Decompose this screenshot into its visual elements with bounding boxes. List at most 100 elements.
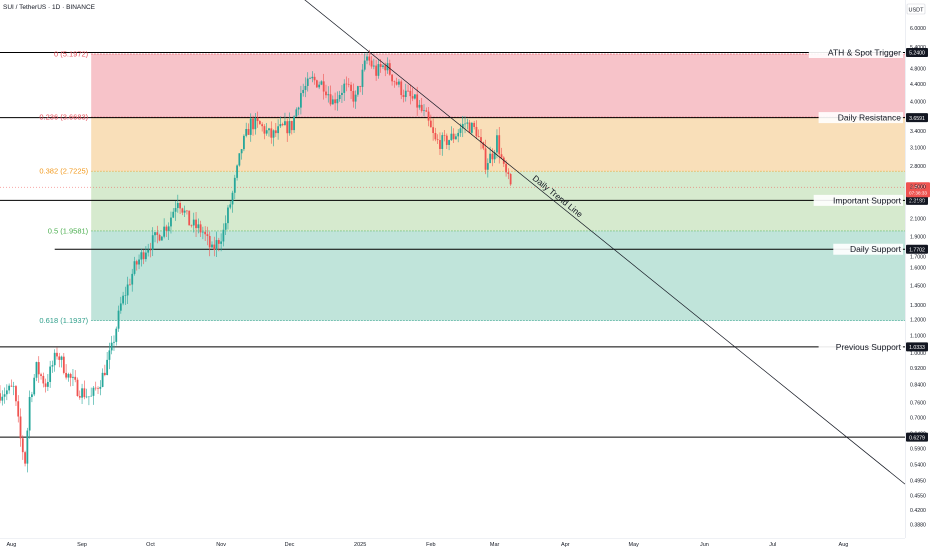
candle-body (500, 154, 503, 158)
candle-body (461, 123, 464, 129)
candle-body (49, 366, 52, 382)
candle-body (466, 122, 469, 124)
candle-body (215, 240, 218, 250)
candle-body (318, 84, 321, 88)
candle-body (325, 91, 327, 96)
candle-body (186, 210, 188, 212)
candle-body (297, 107, 300, 110)
candle-body (19, 416, 22, 439)
candle-body (211, 244, 213, 248)
candle-body (220, 241, 223, 244)
price-tick-label-24: 0.5900 (910, 446, 926, 452)
candle-body (411, 96, 414, 99)
candle-body (338, 94, 341, 100)
currency-label: USDT (909, 8, 925, 14)
candle-body (277, 126, 280, 134)
candle-body (97, 388, 99, 389)
candle-body (122, 295, 124, 304)
candle-body (418, 104, 421, 108)
level-label-bg-4 (818, 341, 903, 353)
price-tick-label-3: 4.4000 (910, 82, 926, 88)
candle-body (300, 93, 302, 108)
horizontal-levels-group (0, 52, 905, 438)
candle-body (436, 139, 439, 141)
time-tick-label-11: Jul (769, 542, 776, 548)
price-tick-label-4: 4.0000 (910, 99, 926, 105)
candle-body (452, 133, 455, 140)
price-tick-label-8: 2.5000 (910, 185, 926, 191)
candle-body (78, 396, 81, 398)
fib-zones-group (91, 53, 905, 321)
candle-body (352, 90, 355, 102)
price-tick-label-16: 1.2000 (910, 318, 926, 324)
candle-body (457, 132, 460, 137)
candle-body (368, 56, 371, 61)
level-price-tag-text-3: 1.7702 (909, 247, 925, 253)
candle-body (407, 90, 409, 92)
level-price-tag-1 (906, 113, 928, 123)
candle-body (5, 390, 8, 395)
current-price-countdown: 07:38:33 (909, 191, 927, 196)
candle-body (429, 120, 432, 128)
candle-body (439, 140, 441, 149)
price-tick-label-9: 2.3000 (910, 200, 926, 206)
candle-body (151, 235, 154, 250)
candle-body (60, 356, 63, 360)
price-tick-label-21: 0.7600 (910, 401, 926, 407)
candle-body (480, 137, 482, 143)
candle-body (432, 127, 435, 133)
candle-body (413, 94, 416, 99)
level-label-1: Daily Resistance (838, 113, 902, 123)
candle-body (423, 110, 425, 111)
candle-body (370, 60, 373, 67)
candle-body (313, 76, 316, 81)
candle-body (99, 386, 102, 389)
candle-body (261, 124, 264, 127)
candle-body (115, 328, 118, 342)
price-axis-group: 5.2400 3.6591 2.3180 1.7702 1.0333 0.6279 2.49… (905, 0, 930, 538)
candle-body (206, 234, 209, 237)
level-price-tag-0 (906, 48, 928, 58)
price-tick-label-14: 1.4500 (910, 283, 926, 289)
fib-label-2: 0.382 (2.7225) (39, 167, 88, 176)
currency-tag[interactable]: USDT (906, 3, 926, 15)
candle-body (311, 76, 314, 79)
candle-body (268, 128, 270, 131)
candle-body (258, 121, 261, 125)
candle-body (172, 211, 175, 218)
level-price-tag-text-1: 3.6591 (909, 116, 925, 122)
price-tick-label-22: 0.7000 (910, 415, 926, 421)
candle-body (140, 252, 143, 260)
candle-body (290, 121, 293, 131)
current-price-tag (906, 182, 930, 198)
candle-body (31, 394, 33, 397)
candle-body (154, 232, 156, 236)
candle-body (224, 223, 227, 230)
time-tick-label-3: Nov (216, 542, 226, 548)
candle-body (315, 80, 318, 88)
level-price-tag-4 (906, 342, 928, 352)
candle-body (491, 153, 494, 160)
candle-body (181, 208, 184, 213)
candle-body (425, 110, 428, 112)
candles-group (0, 49, 512, 473)
candle-body (240, 149, 243, 154)
candle-body (459, 128, 462, 133)
candle-body (10, 385, 13, 387)
candle-body (192, 219, 195, 226)
candle-body (391, 74, 393, 82)
candle-body (204, 231, 207, 235)
fib-label-3: 0.5 (1.9581) (48, 226, 89, 235)
candle-body (108, 350, 111, 360)
candle-body (56, 352, 58, 357)
price-tick-label-0: 6.0000 (910, 26, 926, 32)
candle-body (361, 69, 364, 87)
candle-body (270, 128, 273, 138)
candle-body (213, 244, 216, 250)
candle-body (334, 99, 337, 104)
candle-body (484, 148, 487, 170)
price-tick-label-2: 4.8000 (910, 66, 926, 72)
candle-body (409, 90, 412, 97)
candle-body (327, 94, 330, 96)
